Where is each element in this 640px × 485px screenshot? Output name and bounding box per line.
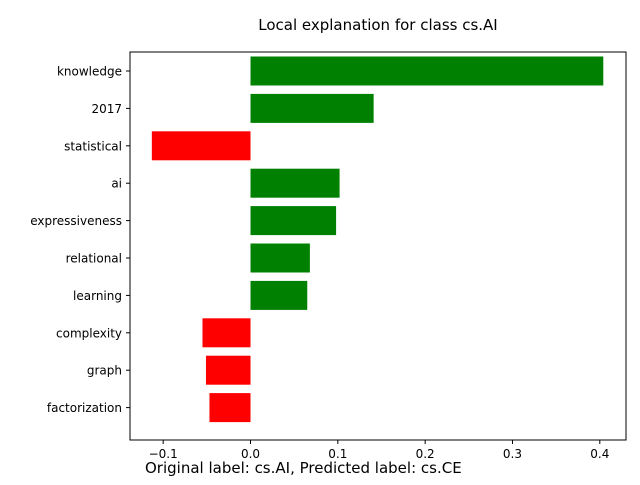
y-tick-label: ai (111, 177, 122, 191)
y-tick-label: relational (66, 252, 122, 266)
bar-graph (205, 355, 251, 385)
bar-factorization (209, 393, 251, 423)
y-tick-label: complexity (56, 326, 122, 340)
y-tick-label: knowledge (57, 65, 122, 79)
y-tick-label: factorization (47, 401, 122, 415)
bar-2017 (250, 93, 374, 123)
x-tick-label: 0.1 (328, 447, 347, 461)
y-tick-label: expressiveness (30, 214, 122, 228)
x-tick-label: 0.3 (503, 447, 522, 461)
bar-expressiveness (250, 206, 337, 236)
y-tick-label: graph (87, 364, 122, 378)
y-tick-label: 2017 (91, 102, 122, 116)
bar-knowledge (250, 56, 604, 86)
y-tick-label: learning (73, 289, 122, 303)
x-tick-label: −0.1 (149, 447, 178, 461)
bar-relational (250, 243, 310, 273)
bar-learning (250, 280, 308, 310)
y-tick-label: statistical (64, 139, 122, 153)
bar-statistical (151, 131, 251, 161)
chart-title: Local explanation for class cs.AI (258, 16, 497, 34)
bar-ai (250, 168, 340, 198)
chart-caption: Original label: cs.AI, Predicted label: … (145, 459, 462, 477)
x-tick-label: 0.0 (241, 447, 260, 461)
x-tick-label: 0.2 (416, 447, 435, 461)
x-tick-label: 0.4 (590, 447, 609, 461)
bar-complexity (202, 318, 251, 348)
plot-frame (129, 51, 627, 441)
